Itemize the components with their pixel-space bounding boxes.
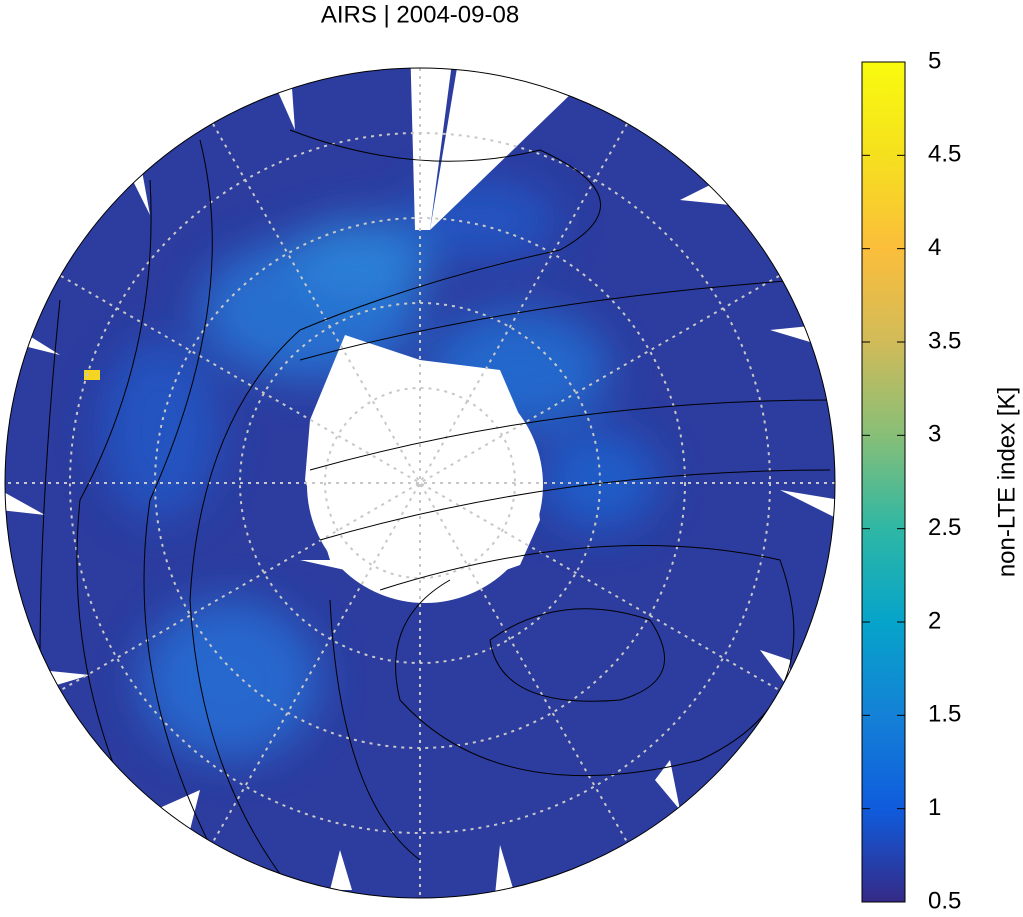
- colorbar-tick-label: 2: [928, 607, 941, 634]
- colorbar-tick-label: 1: [928, 794, 941, 821]
- colorbar-tick-label: 3: [928, 421, 941, 448]
- colorbar-label: non-LTE index [K]: [993, 387, 1020, 577]
- colorbar-tick-label: 4: [928, 234, 941, 261]
- data-gaps: [5, 68, 835, 895]
- colorbar-tick-label: 2.5: [928, 514, 961, 541]
- colorbar-tick-label: 4.5: [928, 141, 961, 168]
- chart-title: AIRS | 2004-09-08: [321, 1, 519, 28]
- graticule: [5, 68, 835, 898]
- hotspot: [84, 370, 100, 380]
- colorbar-tick-label: 1.5: [928, 701, 961, 728]
- colorbar-tick-label: 5: [928, 47, 941, 74]
- colorbar: [861, 61, 906, 903]
- colorbar-tick-label: 3.5: [928, 327, 961, 354]
- map-border: [4, 67, 836, 899]
- contours: [39, 129, 831, 898]
- colorbar-tick-label: 0.5: [928, 887, 961, 912]
- map: [5, 68, 835, 898]
